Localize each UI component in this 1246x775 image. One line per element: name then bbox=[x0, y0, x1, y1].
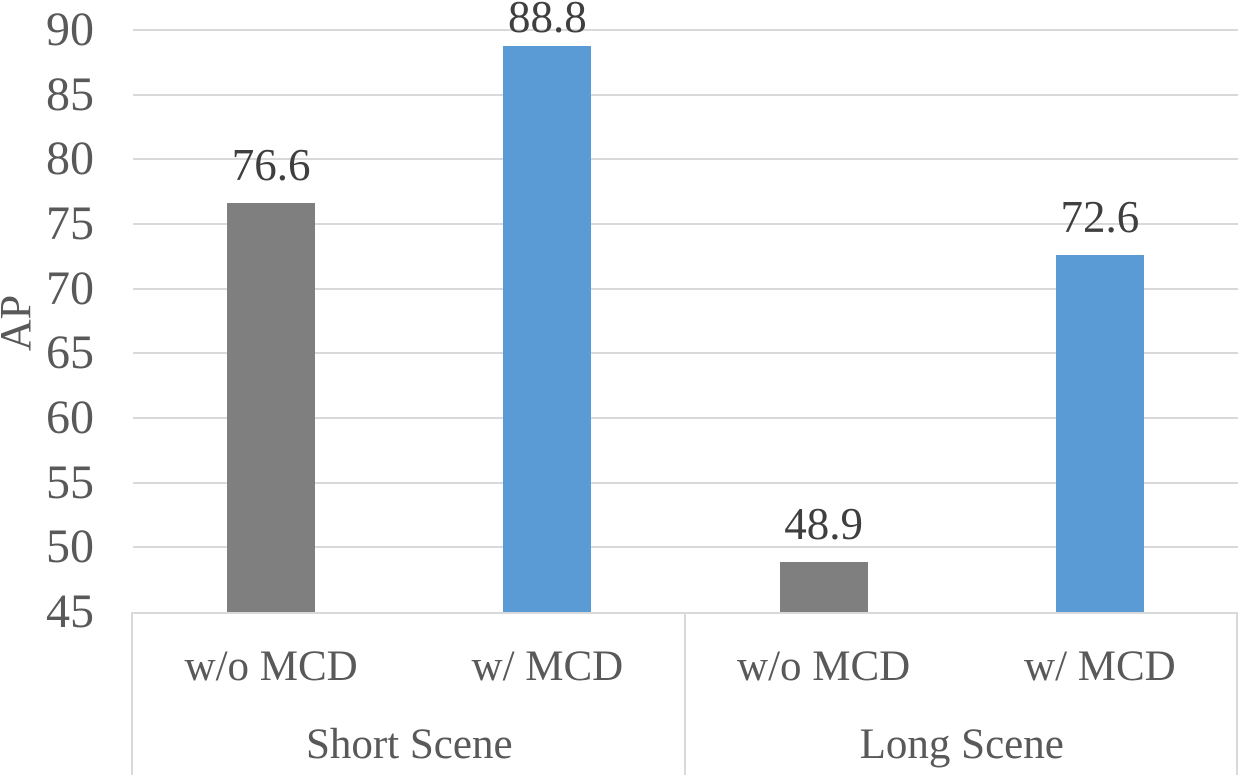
bar-value-label: 76.6 bbox=[231, 140, 311, 191]
gridline bbox=[133, 158, 1238, 161]
category-group-divider bbox=[683, 614, 686, 775]
y-tick-label: 85 bbox=[46, 67, 94, 121]
gridline bbox=[133, 417, 1238, 419]
bar-value-label: 48.9 bbox=[784, 498, 863, 549]
y-tick-label: 60 bbox=[46, 391, 94, 444]
gridline bbox=[133, 546, 1238, 549]
gridline bbox=[133, 287, 1238, 290]
category-label: Short Scene bbox=[305, 721, 513, 768]
bar bbox=[1055, 255, 1144, 612]
subcategory-label: w/ MCD bbox=[1024, 643, 1176, 690]
subcategory-label: w/o MCD bbox=[184, 643, 358, 690]
gridline bbox=[133, 93, 1238, 96]
category-label: Long Scene bbox=[859, 721, 1064, 768]
gridline bbox=[133, 352, 1238, 355]
y-tick-label: 65 bbox=[46, 326, 94, 380]
y-tick-label: 55 bbox=[46, 455, 94, 509]
bar bbox=[779, 561, 868, 612]
subcategory-label: w/ MCD bbox=[471, 643, 624, 690]
bar-value-label: 72.6 bbox=[1060, 192, 1140, 243]
y-tick-label: 75 bbox=[46, 197, 94, 250]
bar bbox=[503, 45, 592, 612]
gridline bbox=[133, 29, 1238, 31]
y-tick-label: 90 bbox=[46, 3, 94, 56]
y-tick-label: 50 bbox=[46, 520, 94, 574]
bar-value-label: 88.8 bbox=[508, 0, 587, 42]
y-tick-label: 80 bbox=[46, 132, 94, 186]
gridline bbox=[133, 223, 1238, 225]
gridline bbox=[133, 481, 1238, 484]
subcategory-label: w/o MCD bbox=[737, 643, 911, 690]
y-tick-label: 45 bbox=[46, 585, 94, 638]
y-tick-label: 70 bbox=[46, 261, 94, 315]
category-axis-box bbox=[131, 612, 1238, 775]
bar bbox=[227, 203, 316, 612]
